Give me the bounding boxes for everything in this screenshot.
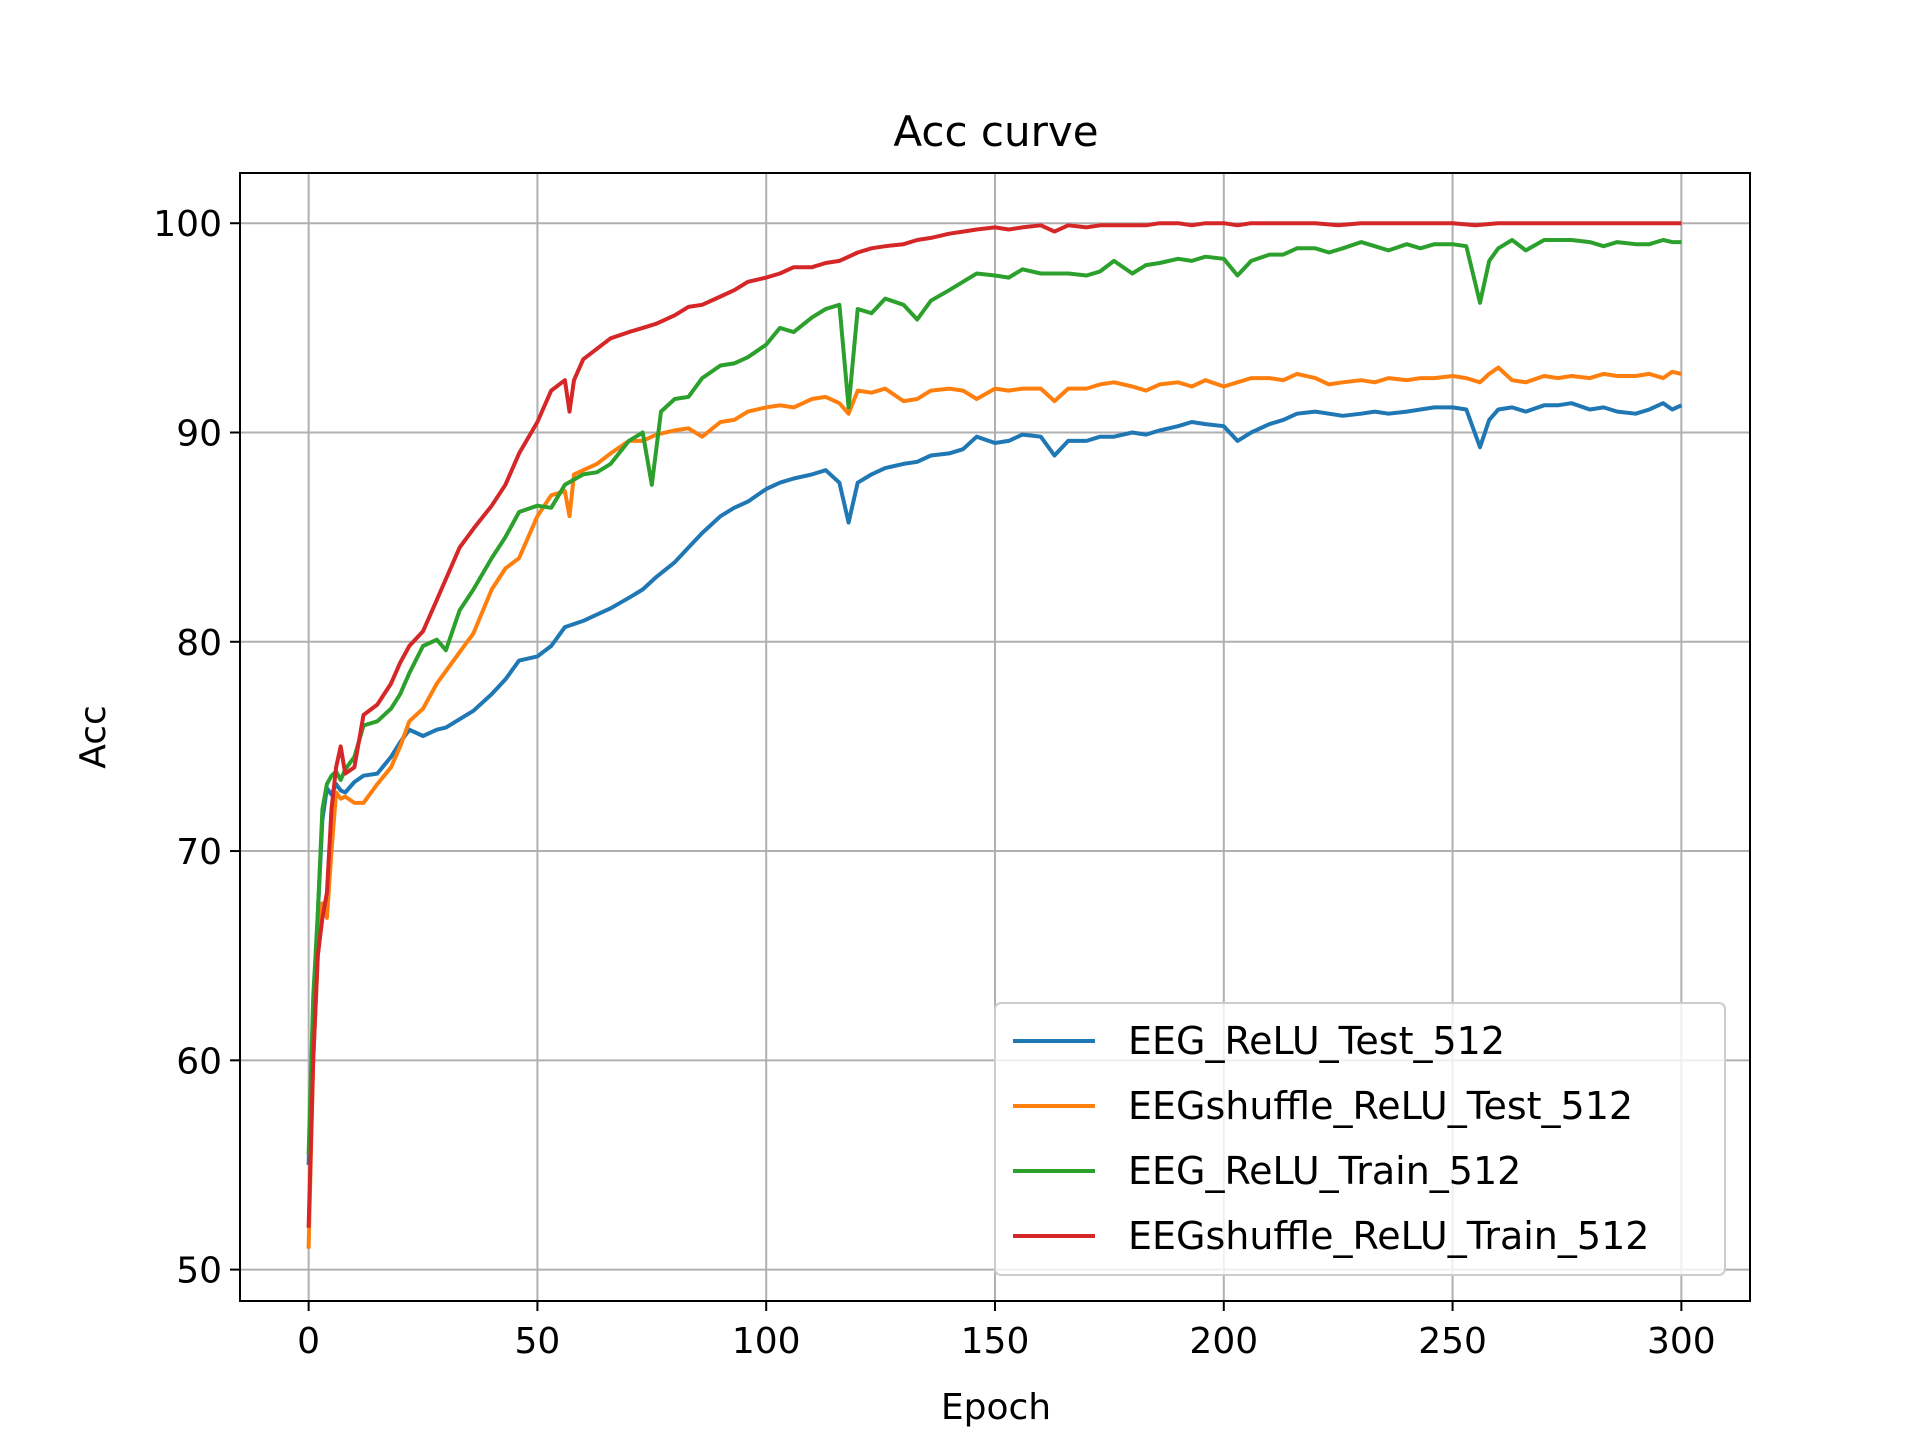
series-line-3	[306, 221, 1682, 1228]
y-tick-label: 60	[176, 1041, 222, 1082]
x-axis-ticks: 0 50 100 150 200 250 300	[297, 1301, 1716, 1362]
chart-title: Acc curve	[893, 107, 1098, 156]
legend-label-0: EEG_ReLU_Test_512	[1128, 1019, 1505, 1063]
y-tick-label: 100	[153, 204, 222, 245]
series-line-0	[306, 401, 1683, 1166]
y-axis-ticks: 50 60 70 80 90 100	[153, 204, 240, 1292]
legend-label-2: EEG_ReLU_Train_512	[1128, 1149, 1521, 1193]
x-tick-label: 150	[961, 1321, 1030, 1362]
series-lines	[306, 221, 1683, 1249]
y-tick-label: 70	[176, 832, 222, 873]
y-tick-label: 50	[176, 1251, 222, 1292]
x-tick-label: 300	[1647, 1321, 1716, 1362]
legend: EEG_ReLU_Test_512 EEGshuffle_ReLU_Test_51…	[994, 1002, 1726, 1276]
y-tick-label: 90	[176, 414, 222, 455]
x-tick-label: 250	[1418, 1321, 1487, 1362]
grid-lines	[240, 173, 1750, 1301]
legend-box	[994, 1002, 1726, 1276]
x-tick-label: 0	[297, 1321, 320, 1362]
x-tick-label: 100	[732, 1321, 801, 1362]
x-tick-label: 50	[515, 1321, 561, 1362]
series-line-2	[306, 238, 1682, 1155]
series-line-1	[306, 365, 1682, 1249]
legend-label-3: EEGshuffle_ReLU_Train_512	[1128, 1214, 1649, 1258]
legend-label-1: EEGshuffle_ReLU_Test_512	[1128, 1084, 1633, 1128]
x-tick-label: 200	[1189, 1321, 1258, 1362]
y-axis-label: Acc	[73, 705, 114, 769]
x-axis-label: Epoch	[941, 1387, 1051, 1428]
y-tick-label: 80	[176, 623, 222, 664]
